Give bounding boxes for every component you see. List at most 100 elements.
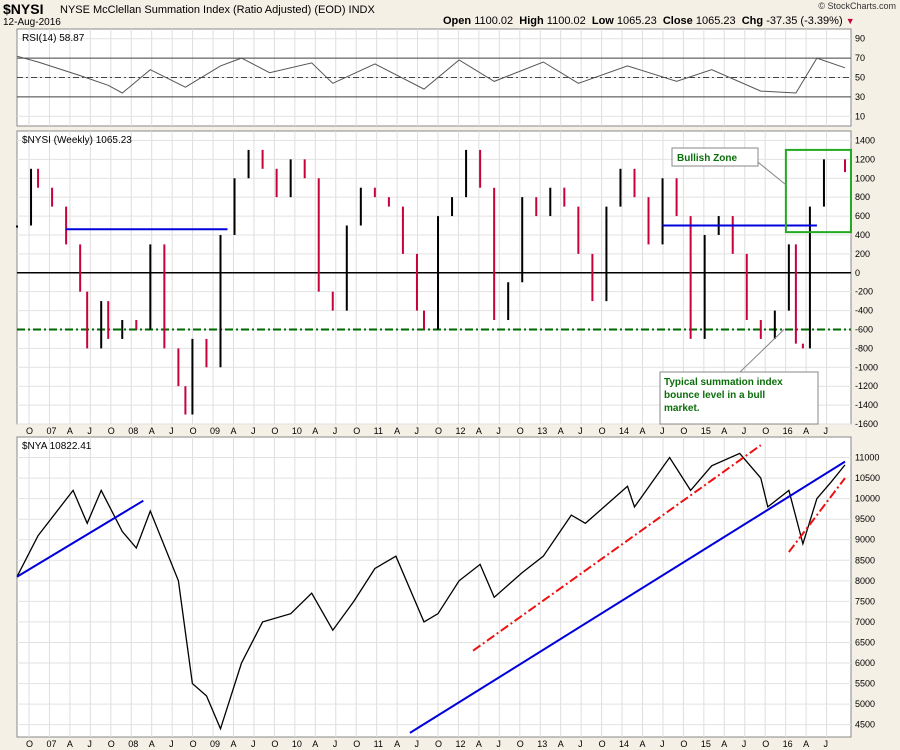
x-tick-label: 12 — [455, 739, 465, 749]
nya-line — [16, 452, 846, 731]
x-tick-label: O — [190, 739, 197, 749]
annotation-bounce-level: bounce level in a bull — [664, 390, 765, 401]
open-value: 1100.02 — [474, 15, 514, 27]
x-tick-label: A — [558, 739, 564, 749]
y-tick-label: 8500 — [855, 555, 875, 565]
x-tick-label: J — [496, 739, 501, 749]
y-tick-label: 70 — [855, 53, 865, 63]
callout-line — [757, 161, 787, 186]
rsi-panel: 10 30 50 70 90 RSI(14) 58.87 — [16, 28, 865, 127]
annotation-bounce-level: market. — [664, 403, 700, 414]
x-tick-label: O — [762, 426, 769, 436]
x-tick-label: 14 — [619, 426, 629, 436]
x-tick-label: A — [312, 739, 318, 749]
y-tick-label: 4500 — [855, 720, 875, 730]
y-tick-label: -1600 — [855, 419, 878, 429]
close-value: 1065.23 — [695, 15, 736, 27]
x-tick-label: A — [312, 426, 318, 436]
x-tick-label: O — [517, 426, 524, 436]
y-tick-label: 7500 — [855, 596, 875, 606]
x-tick-label: O — [599, 426, 606, 436]
x-tick-label: O — [190, 426, 197, 436]
x-tick-label: 08 — [128, 739, 138, 749]
y-tick-label: -1400 — [855, 400, 878, 410]
x-tick-label: J — [415, 426, 420, 436]
x-tick-label: A — [640, 739, 646, 749]
x-tick-label: 11 — [374, 426, 383, 436]
x-tick-label: J — [742, 739, 747, 749]
x-tick-label: 15 — [701, 426, 711, 436]
y-tick-label: 6500 — [855, 637, 875, 647]
y-tick-label: 5000 — [855, 699, 875, 709]
x-tick-label: J — [660, 739, 665, 749]
x-tick-label: A — [231, 739, 237, 749]
nysi-panel: O 07 A J O 08 A J O 09 A J O 10 A J O 11 A J O 12 A J O 13 A J O 14 A J… — [16, 130, 878, 436]
trend-line — [472, 444, 762, 652]
x-tick-label: A — [394, 426, 400, 436]
x-tick-label: O — [353, 426, 360, 436]
y-tick-label: 0 — [855, 268, 860, 278]
x-tick-label: O — [435, 739, 442, 749]
quote-bar: Open 1100.02 High 1100.02 Low 1065.23 Cl… — [443, 15, 855, 27]
x-tick-label: O — [271, 426, 278, 436]
x-tick-label: 10 — [292, 739, 302, 749]
x-tick-label: A — [721, 739, 727, 749]
x-tick-label: J — [496, 426, 501, 436]
x-tick-label: A — [149, 426, 155, 436]
x-tick-label: 13 — [537, 739, 547, 749]
low-label: Low — [591, 15, 614, 27]
y-tick-label: 5500 — [855, 679, 875, 689]
x-tick-label: A — [640, 426, 646, 436]
x-tick-label: O — [26, 739, 33, 749]
x-tick-label: J — [87, 426, 92, 436]
x-tick-label: A — [476, 426, 482, 436]
y-tick-label: 600 — [855, 211, 870, 221]
annotation-bullish-zone: Bullish Zone — [677, 153, 737, 164]
close-label: Close — [662, 15, 693, 27]
x-tick-label: A — [558, 426, 564, 436]
copyright: © StockCharts.com — [818, 1, 896, 11]
x-tick-label: A — [149, 739, 155, 749]
x-tick-label: J — [169, 739, 174, 749]
y-tick-label: 11000 — [855, 453, 879, 463]
y-tick-label: 30 — [855, 92, 865, 102]
y-tick-label: 10000 — [855, 494, 880, 504]
y-tick-label: 8000 — [855, 576, 875, 586]
x-tick-label: O — [435, 426, 442, 436]
x-tick-label: J — [333, 426, 338, 436]
x-tick-label: 07 — [46, 739, 56, 749]
y-tick-label: 90 — [855, 34, 865, 44]
x-tick-label: O — [680, 426, 687, 436]
x-tick-label: A — [803, 739, 809, 749]
panel-title: $NYA 10822.41 — [22, 441, 92, 452]
y-tick-label: 1200 — [855, 154, 875, 164]
x-tick-label: 16 — [783, 426, 793, 436]
y-tick-label: -600 — [855, 324, 873, 334]
x-tick-label: 16 — [783, 739, 793, 749]
trend-line — [409, 460, 846, 734]
y-tick-label: -200 — [855, 287, 873, 297]
y-tick-label: 9000 — [855, 535, 875, 545]
x-tick-label: O — [26, 426, 33, 436]
high-value: 1100.02 — [546, 15, 586, 27]
x-tick-label: J — [578, 426, 583, 436]
x-tick-label: 15 — [701, 739, 711, 749]
y-tick-label: 10500 — [855, 473, 880, 483]
y-tick-label: 50 — [855, 73, 865, 83]
symbol: $NYSI — [3, 1, 44, 17]
y-tick-label: 1000 — [855, 173, 875, 183]
x-tick-label: J — [660, 426, 665, 436]
y-tick-label: -1000 — [855, 362, 878, 372]
x-tick-label: 08 — [128, 426, 138, 436]
x-tick-label: O — [271, 739, 278, 749]
y-tick-label: -400 — [855, 306, 873, 316]
x-tick-label: J — [415, 739, 420, 749]
x-tick-label: O — [353, 739, 360, 749]
x-tick-label: 09 — [210, 739, 220, 749]
bullish-zone-box — [784, 148, 852, 234]
x-tick-label: A — [394, 739, 400, 749]
x-tick-label: A — [67, 739, 73, 749]
trend-line — [788, 477, 846, 553]
x-tick-label: J — [169, 426, 174, 436]
